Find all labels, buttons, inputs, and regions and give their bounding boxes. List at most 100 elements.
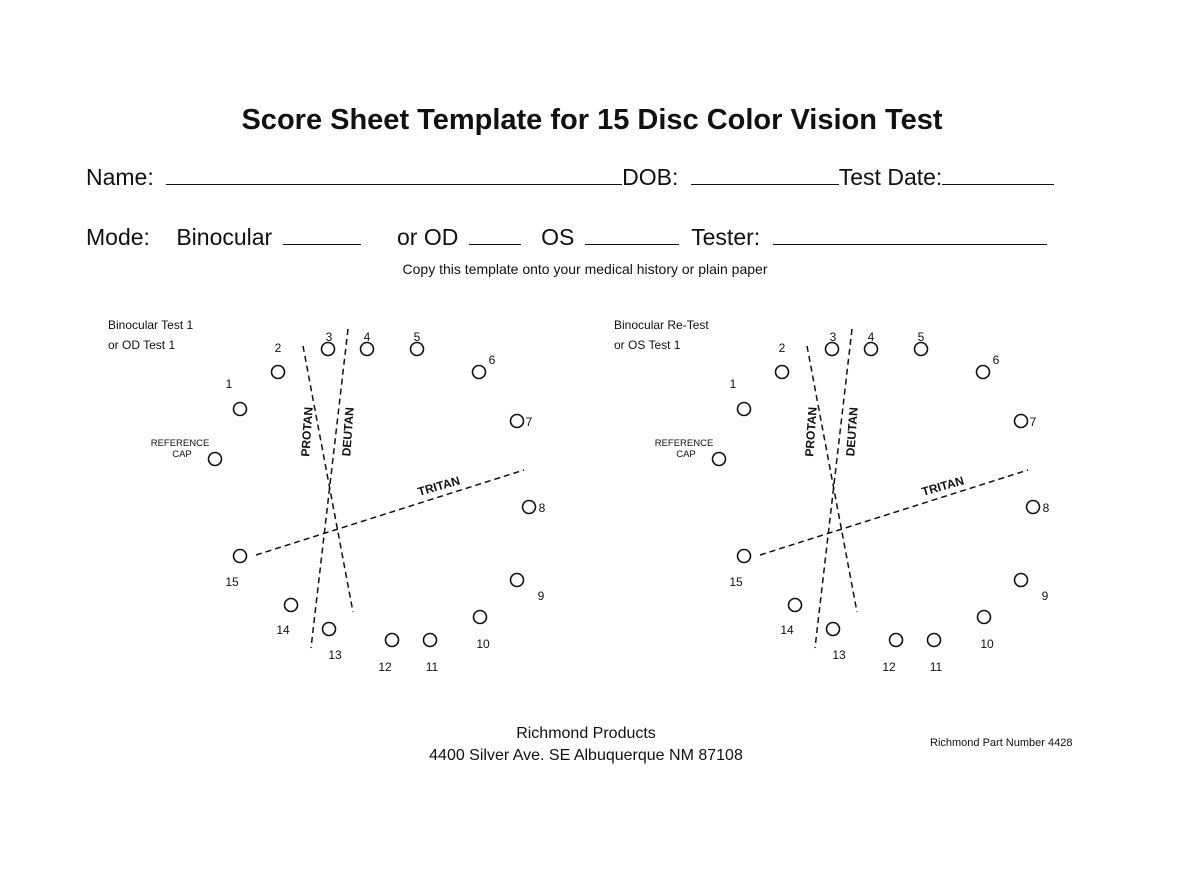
- cap-circle: [975, 364, 991, 380]
- cap-number: 11: [930, 660, 943, 674]
- cap-number: 1: [730, 377, 737, 391]
- cap-circle: [283, 597, 299, 613]
- test-date-label: Test Date:: [838, 164, 943, 190]
- footer-address: 4400 Silver Ave. SE Albuquerque NM 87108: [429, 747, 743, 764]
- cap-number: 1: [226, 377, 233, 391]
- binocular-label: Binocular: [176, 224, 273, 250]
- cap-number: 4: [364, 330, 371, 344]
- cap-number: 8: [539, 501, 546, 515]
- cap-circle: [888, 632, 904, 648]
- cap-circle: [736, 401, 752, 417]
- tritan-line: [759, 469, 1029, 556]
- cap-number: 7: [1030, 415, 1037, 429]
- cap-circle: [384, 632, 400, 648]
- cap-circle: [774, 364, 790, 380]
- name-label: Name:: [86, 164, 154, 190]
- cap-circle: [824, 341, 840, 357]
- cap-number: 6: [489, 353, 496, 367]
- cap-circle: [787, 597, 803, 613]
- cap-number: 9: [1042, 589, 1049, 603]
- cap-circle: [270, 364, 286, 380]
- tester-field[interactable]: [772, 224, 1047, 245]
- cap-number: 15: [729, 575, 743, 589]
- footer-company-block: Richmond Products 4400 Silver Ave. SE Al…: [386, 723, 786, 767]
- deutan-label: DEUTAN: [339, 407, 356, 457]
- test-date-field[interactable]: [942, 164, 1055, 185]
- cap-circle: [521, 499, 537, 515]
- tritan-line: [255, 469, 525, 556]
- cap-number: 5: [918, 330, 925, 344]
- cap-circle: [926, 632, 942, 648]
- protan-line: [302, 345, 354, 613]
- cap-circle: [825, 621, 841, 637]
- cap-number: 8: [1043, 501, 1050, 515]
- cap-number: 14: [780, 623, 794, 637]
- tritan-label: TRITAN: [920, 473, 965, 498]
- cap-number: 3: [326, 330, 333, 344]
- dob-label: DOB:: [622, 164, 679, 190]
- reference-cap-circle: [207, 451, 223, 467]
- reference-label: CAP: [172, 449, 192, 460]
- cap-circle: [472, 609, 488, 625]
- cap-number: 14: [276, 623, 290, 637]
- left-heading-line-1: Binocular Test 1: [108, 318, 194, 332]
- tritan-label: TRITAN: [416, 473, 461, 498]
- cap-number: 2: [275, 341, 282, 355]
- protan-label: PROTAN: [802, 406, 819, 457]
- cap-circle: [409, 341, 425, 357]
- name-row: Name: DOB: Test Date:: [86, 164, 1055, 191]
- cap-number: 7: [526, 415, 533, 429]
- binocular-field[interactable]: [282, 224, 361, 245]
- right-heading-line-1: Binocular Re-Test: [614, 318, 709, 332]
- os-field[interactable]: [584, 224, 679, 245]
- cap-number: 12: [882, 660, 896, 674]
- cap-number: 3: [830, 330, 837, 344]
- right-heading-line-2: or OS Test 1: [614, 338, 681, 352]
- dob-field[interactable]: [690, 164, 839, 185]
- cap-circle: [422, 632, 438, 648]
- cap-number: 13: [328, 648, 342, 662]
- cap-circle: [976, 609, 992, 625]
- deutan-line: [310, 328, 349, 649]
- od-field[interactable]: [468, 224, 521, 245]
- cap-number: 10: [980, 637, 994, 651]
- left-heading-line-2: or OD Test 1: [108, 338, 176, 352]
- cap-circle: [321, 621, 337, 637]
- cap-circle: [1013, 572, 1029, 588]
- cap-circle: [509, 572, 525, 588]
- cap-circle: [509, 413, 525, 429]
- mode-row: Mode: Binocular or OD OS Tester:: [86, 224, 1047, 251]
- cap-number: 12: [378, 660, 392, 674]
- footer-company: Richmond Products: [516, 725, 656, 742]
- cap-circle: [1025, 499, 1041, 515]
- reference-label: REFERENCE: [655, 438, 714, 449]
- right-diagram-heading: Binocular Re-Test or OS Test 1: [614, 315, 709, 355]
- cap-circle: [736, 548, 752, 564]
- deutan-label: DEUTAN: [843, 407, 860, 457]
- cap-circle: [1013, 413, 1029, 429]
- or-od-label: or OD: [397, 224, 459, 250]
- cap-circle: [863, 341, 879, 357]
- page-title: Score Sheet Template for 15 Disc Color V…: [241, 104, 943, 136]
- cap-number: 4: [868, 330, 875, 344]
- reference-cap-circle: [711, 451, 727, 467]
- reference-label: CAP: [676, 449, 696, 460]
- cap-circle: [320, 341, 336, 357]
- os-label: OS: [541, 224, 575, 250]
- cap-circle: [471, 364, 487, 380]
- instruction-text: Copy this template onto your medical his…: [402, 261, 768, 277]
- cap-number: 13: [832, 648, 846, 662]
- protan-label: PROTAN: [298, 406, 315, 457]
- cap-number: 5: [414, 330, 421, 344]
- cap-circle: [913, 341, 929, 357]
- reference-label: REFERENCE: [151, 438, 210, 449]
- cap-number: 2: [779, 341, 786, 355]
- cap-number: 15: [225, 575, 239, 589]
- footer-part-number: Richmond Part Number 4428: [930, 737, 1073, 749]
- name-field[interactable]: [166, 164, 623, 185]
- tester-label: Tester:: [691, 224, 761, 250]
